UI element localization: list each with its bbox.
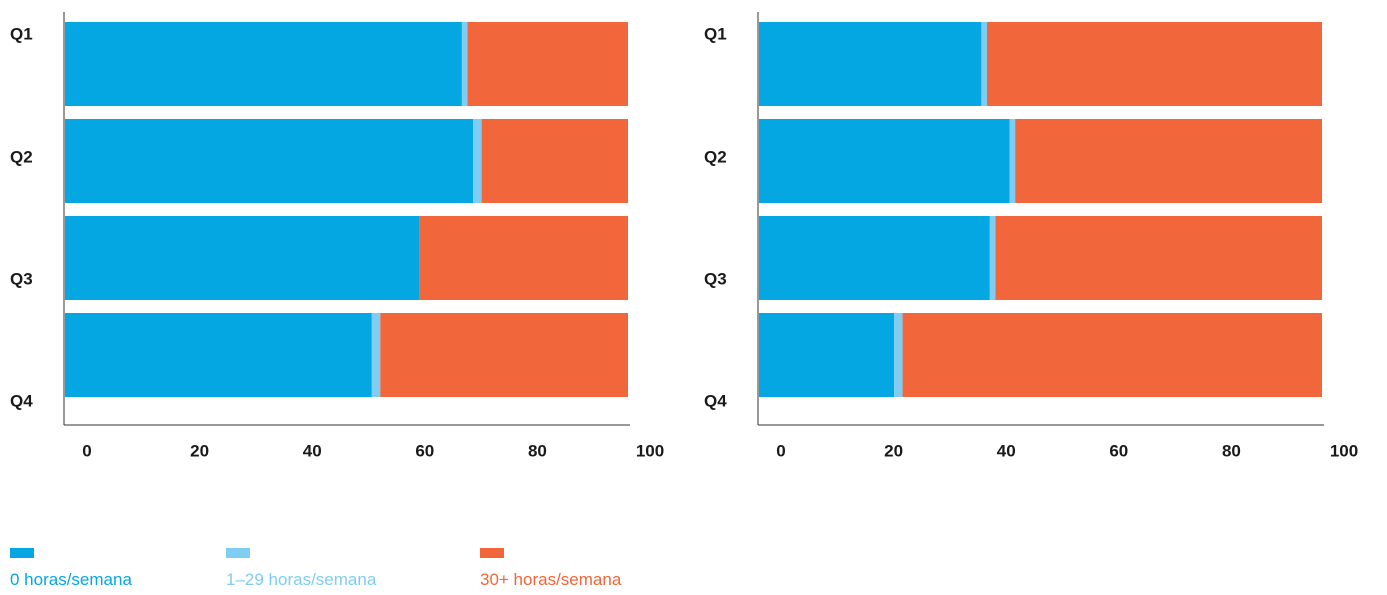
legend-swatch-zero-hours bbox=[10, 548, 34, 558]
legend-label-part-time: 1–29 horas/semana bbox=[226, 570, 377, 589]
left-x-tick-label: 60 bbox=[415, 441, 434, 460]
right-category-label-q4: Q4 bbox=[704, 391, 727, 410]
left-bar-q2-zero-hours bbox=[65, 119, 474, 203]
right-bar-q1-full-time bbox=[987, 22, 1322, 106]
right-bar-q2-zero-hours bbox=[759, 119, 1010, 203]
left-category-label-q3: Q3 bbox=[10, 269, 33, 288]
left-bar-q4-part-time bbox=[371, 313, 381, 397]
right-x-tick-label: 20 bbox=[884, 441, 903, 460]
right-x-tick-label: 100 bbox=[1330, 441, 1358, 460]
right-bar-q3-part-time bbox=[989, 216, 996, 300]
legend-label-zero-hours: 0 horas/semana bbox=[10, 570, 132, 589]
legend-label-full-time: 30+ horas/semana bbox=[480, 570, 622, 589]
legend-swatch-part-time bbox=[226, 548, 250, 558]
left-category-label-q1: Q1 bbox=[10, 24, 33, 43]
left-bar-q4-full-time bbox=[380, 313, 628, 397]
right-bar-q2-part-time bbox=[1009, 119, 1016, 203]
left-x-tick-label: 40 bbox=[303, 441, 322, 460]
left-x-tick-label: 20 bbox=[190, 441, 209, 460]
left-x-tick-label: 80 bbox=[528, 441, 547, 460]
left-bar-q2-full-time bbox=[481, 119, 628, 203]
right-x-tick-label: 0 bbox=[776, 441, 785, 460]
left-bar-chart: Q1 Q2 Q3 Q4 0 20 40 60 80 100 bbox=[10, 12, 664, 460]
right-bar-chart: Q1 Q2 Q3 Q4 0 20 40 60 80 100 bbox=[704, 12, 1358, 460]
right-x-tick-label: 40 bbox=[997, 441, 1016, 460]
left-bar-q4-zero-hours bbox=[65, 313, 372, 397]
left-bar-q1-full-time bbox=[467, 22, 628, 106]
left-bar-q1-part-time bbox=[461, 22, 468, 106]
right-category-label-q3: Q3 bbox=[704, 269, 727, 288]
left-bar-q2-part-time bbox=[473, 119, 482, 203]
right-bar-q3-zero-hours bbox=[759, 216, 990, 300]
legend-swatch-full-time bbox=[480, 548, 504, 558]
right-bar-q1-part-time bbox=[981, 22, 988, 106]
right-bar-q4-full-time bbox=[902, 313, 1322, 397]
right-category-label-q1: Q1 bbox=[704, 24, 727, 43]
left-bar-q3-zero-hours bbox=[65, 216, 420, 300]
right-bar-q4-part-time bbox=[894, 313, 903, 397]
right-bar-q4-zero-hours bbox=[759, 313, 895, 397]
right-x-tick-label: 80 bbox=[1222, 441, 1241, 460]
right-bar-q3-full-time bbox=[995, 216, 1322, 300]
left-bar-q3-full-time bbox=[419, 216, 628, 300]
right-x-tick-label: 60 bbox=[1109, 441, 1128, 460]
right-category-label-q2: Q2 bbox=[704, 147, 727, 166]
right-bar-q1-zero-hours bbox=[759, 22, 982, 106]
left-bar-q1-zero-hours bbox=[65, 22, 462, 106]
left-category-label-q4: Q4 bbox=[10, 391, 33, 410]
left-x-tick-label: 0 bbox=[82, 441, 91, 460]
right-bar-q2-full-time bbox=[1015, 119, 1322, 203]
left-category-label-q2: Q2 bbox=[10, 147, 33, 166]
left-x-tick-label: 100 bbox=[636, 441, 664, 460]
